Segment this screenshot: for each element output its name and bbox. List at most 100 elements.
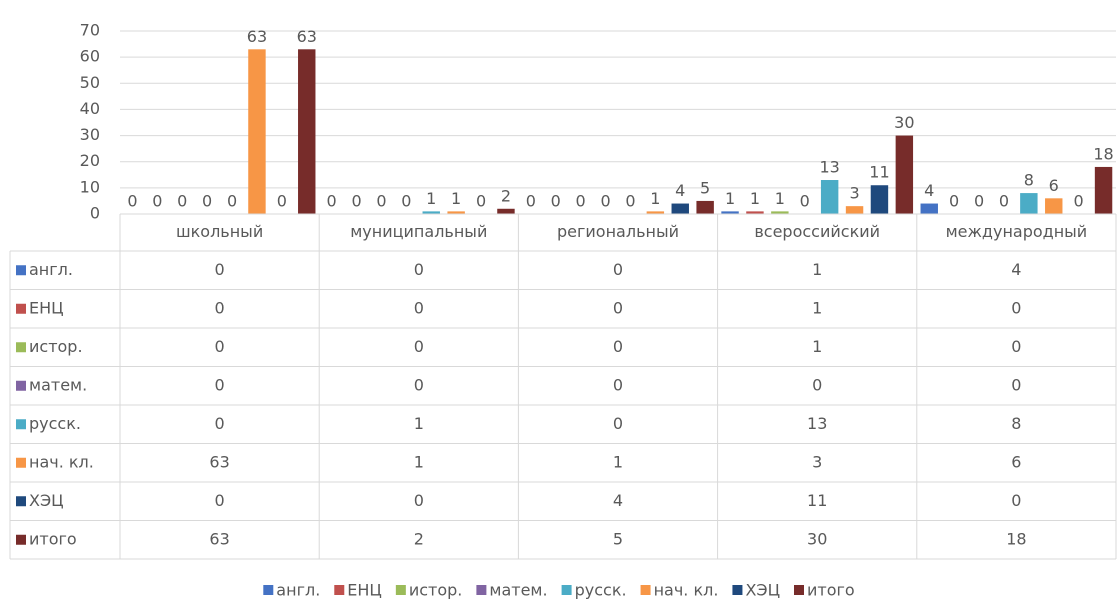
table-swatch	[16, 380, 26, 391]
table-swatch	[16, 303, 26, 314]
table-cell: 63	[209, 452, 229, 471]
legend-label: истор.	[409, 581, 463, 600]
y-tick-label: 10	[80, 177, 100, 196]
legend-label: итого	[807, 581, 855, 600]
table-cell: 0	[1011, 491, 1021, 510]
bar	[671, 203, 689, 214]
data-label: 0	[277, 192, 287, 211]
table-cell: 1	[414, 414, 424, 433]
table-cell: 4	[1011, 260, 1021, 279]
legend-swatch	[561, 585, 572, 595]
table-cell: 11	[807, 491, 827, 510]
y-tick-label: 70	[80, 21, 100, 40]
table-cell: 0	[613, 414, 623, 433]
table-cell: 0	[613, 260, 623, 279]
data-label: 0	[999, 192, 1009, 211]
table-cell: 0	[215, 375, 225, 394]
legend-label: ЕНЦ	[347, 581, 382, 600]
table-cell: 13	[807, 414, 827, 433]
table-swatch	[16, 419, 26, 430]
bar	[870, 185, 889, 214]
legend-label: русск.	[575, 581, 627, 600]
table-cell: 63	[209, 529, 229, 548]
data-label: 0	[327, 192, 337, 211]
data-label: 1	[426, 189, 436, 208]
y-tick-label: 20	[80, 151, 100, 170]
table-cell: 0	[613, 375, 623, 394]
y-tick-label: 40	[80, 99, 100, 118]
data-label: 63	[247, 27, 267, 46]
table-row-label: нач. кл.	[29, 452, 94, 471]
data-label: 1	[750, 189, 760, 208]
data-label: 5	[700, 178, 710, 197]
data-label: 4	[924, 181, 934, 200]
bar	[248, 49, 266, 214]
table-cell: 0	[414, 337, 424, 356]
table-cell: 0	[414, 260, 424, 279]
data-label: 0	[351, 192, 361, 211]
data-label: 2	[501, 186, 511, 205]
table-cell: 1	[613, 452, 623, 471]
data-label: 0	[974, 192, 984, 211]
table-cell: 0	[1011, 298, 1021, 317]
data-label: 0	[177, 192, 187, 211]
bar	[646, 211, 665, 214]
bar	[298, 49, 316, 214]
table-cell: 4	[613, 491, 623, 510]
table-cell: 0	[215, 298, 225, 317]
table-row-label: итого	[29, 529, 77, 548]
table-swatch	[16, 496, 26, 507]
table-cell: 3	[812, 452, 822, 471]
data-label: 0	[949, 192, 959, 211]
data-label: 0	[800, 192, 810, 211]
data-label: 11	[869, 163, 889, 182]
data-label: 0	[401, 192, 411, 211]
data-label: 0	[526, 192, 536, 211]
bar	[1045, 198, 1063, 214]
data-label: 3	[849, 184, 859, 203]
bar	[497, 208, 515, 214]
legend-swatch	[794, 585, 804, 595]
x-tick-label: региональный	[557, 222, 679, 241]
table-row-label: русск.	[29, 414, 81, 433]
table-cell: 1	[812, 298, 822, 317]
data-label: 0	[127, 192, 137, 211]
table-cell: 1	[812, 337, 822, 356]
data-label: 0	[600, 192, 610, 211]
bar	[447, 211, 465, 214]
legend-label: ХЭЦ	[745, 581, 780, 600]
table-cell: 0	[613, 337, 623, 356]
legend-swatch	[395, 585, 406, 595]
table-cell: 0	[215, 337, 225, 356]
data-label: 63	[297, 27, 317, 46]
bar	[721, 211, 739, 214]
data-label: 0	[376, 192, 386, 211]
bar	[422, 211, 440, 214]
legend-label: нач. кл.	[654, 581, 719, 600]
legend-swatch	[732, 585, 743, 595]
y-tick-label: 0	[90, 204, 100, 223]
table-row-label: ЕНЦ	[29, 298, 64, 317]
table-cell: 0	[215, 260, 225, 279]
table-cell: 0	[812, 375, 822, 394]
x-tick-label: муниципальный	[350, 222, 487, 241]
legend-label: англ.	[276, 581, 320, 600]
table-cell: 0	[215, 491, 225, 510]
legend-swatch	[263, 585, 274, 595]
legend-swatch	[476, 585, 487, 595]
data-label: 1	[451, 189, 461, 208]
table-swatch	[16, 534, 26, 545]
data-label: 30	[894, 113, 914, 132]
table-cell: 5	[613, 529, 623, 548]
table-row-label: истор.	[29, 337, 83, 356]
table-cell: 0	[215, 414, 225, 433]
x-tick-label: всероссийский	[754, 222, 880, 241]
table-cell: 30	[807, 529, 827, 548]
table-cell: 2	[414, 529, 424, 548]
table-row-label: ХЭЦ	[29, 491, 64, 510]
data-label: 18	[1093, 144, 1113, 163]
y-tick-label: 60	[80, 47, 100, 66]
bar	[920, 203, 938, 214]
table-cell: 0	[414, 375, 424, 394]
